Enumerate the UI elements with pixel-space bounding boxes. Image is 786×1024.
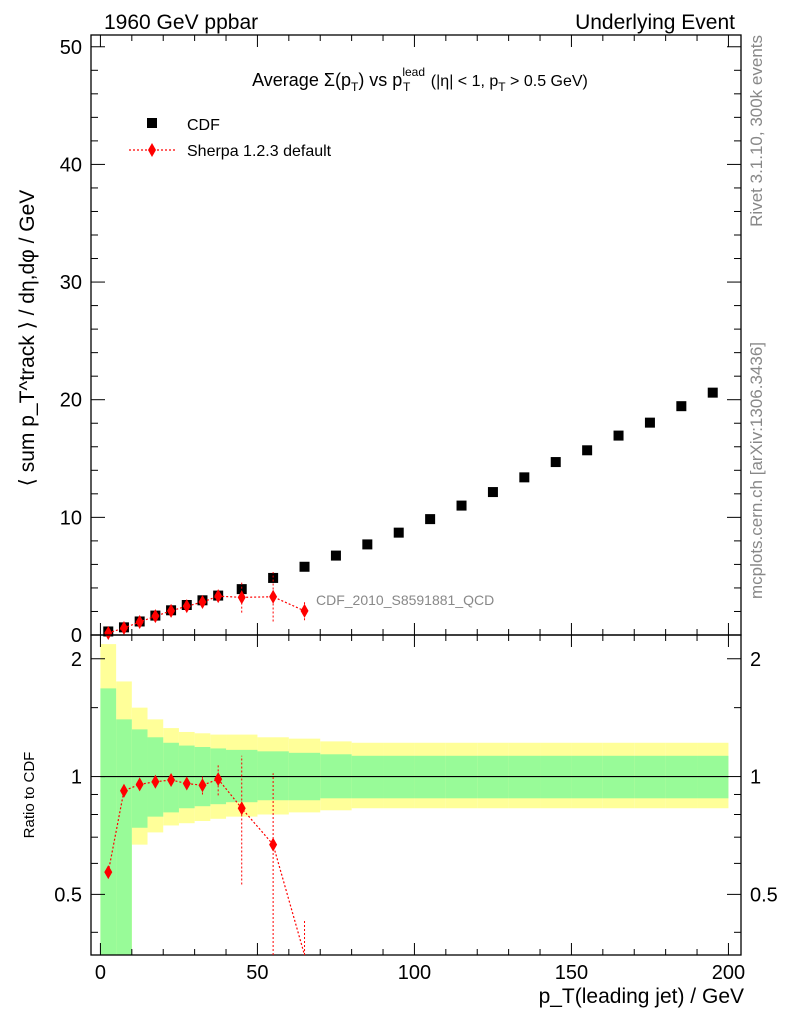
legend: CDF Sherpa 1.2.3 default <box>129 117 332 160</box>
ratio-sherpa-point <box>151 774 160 789</box>
sherpa-point <box>269 589 278 604</box>
x-tick-label: 200 <box>712 962 745 984</box>
rivet-info: Rivet 3.1.10, 300k events <box>747 35 766 227</box>
sherpa-point <box>182 599 191 614</box>
cdf-point <box>550 457 561 468</box>
sherpa-point <box>104 626 113 640</box>
legend-label-sherpa: Sherpa 1.2.3 default <box>187 143 332 160</box>
main-ylabel: ⟨ sum p_T^track ⟩ / dη,dφ / GeV <box>16 190 39 487</box>
x-axis-label: p_T(leading jet) / GeV <box>539 985 744 1008</box>
cdf-point <box>330 550 341 561</box>
ratio-sherpa-point <box>119 783 128 798</box>
ratio-ytick-label: 2 <box>71 649 82 671</box>
header-right: Underlying Event <box>575 11 735 34</box>
ratio-band-inner <box>116 719 132 955</box>
sherpa-point <box>151 609 160 624</box>
legend-marker-sherpa <box>148 143 156 157</box>
main-ytick-label: 50 <box>60 37 82 59</box>
ratio-ytick-label-right: 0.5 <box>750 884 778 906</box>
legend-marker-cdf <box>147 118 157 128</box>
ratio-sherpa-point <box>198 778 207 793</box>
header-left: 1960 GeV ppbar <box>104 11 258 34</box>
cdf-point <box>644 417 655 428</box>
main-ytick-label: 0 <box>71 625 82 647</box>
plot-title: Average Σ(pT) vs plead T (|η| < 1, pT > 0… <box>252 65 588 94</box>
main-plot: 0 10 20 30 40 50 <box>60 34 742 647</box>
ratio-ytick-label-right: 1 <box>750 767 761 789</box>
ratio-sherpa-point <box>214 772 223 787</box>
cdf-point <box>707 387 718 398</box>
ratio-sherpa-point <box>135 777 144 792</box>
cdf-point <box>393 527 404 538</box>
cdf-point <box>236 584 247 595</box>
ratio-ytick-label: 0.5 <box>54 884 82 906</box>
legend-label-cdf: CDF <box>187 117 220 134</box>
mcplots-info: mcplots.cern.ch [arXiv:1306.3436] <box>747 342 766 599</box>
cdf-point <box>299 561 310 572</box>
sherpa-point <box>119 620 128 635</box>
cdf-point <box>519 472 530 483</box>
x-tick-label: 100 <box>398 962 431 984</box>
cdf-point <box>487 487 498 498</box>
cdf-point <box>268 572 279 583</box>
sherpa-point <box>214 589 223 604</box>
main-ytick-label: 30 <box>60 272 82 294</box>
cdf-point <box>362 539 373 550</box>
cdf-point <box>425 514 436 525</box>
sherpa-point <box>300 603 309 618</box>
x-tick-label: 0 <box>95 962 106 984</box>
x-tick-label: 150 <box>555 962 588 984</box>
ratio-sherpa-point <box>104 865 113 880</box>
sherpa-point <box>198 595 207 610</box>
ratio-ytick-label: 1 <box>71 767 82 789</box>
ratio-sherpa-point <box>167 772 176 787</box>
ratio-sherpa-point <box>269 837 278 852</box>
cdf-point <box>456 500 467 511</box>
sherpa-point <box>135 615 144 630</box>
main-ytick-label: 20 <box>60 390 82 412</box>
ratio-ylabel: Ratio to CDF <box>21 752 38 839</box>
cdf-point <box>582 445 593 456</box>
ratio-frame <box>90 634 742 956</box>
sherpa-point <box>167 603 176 618</box>
sherpa-point <box>237 590 246 605</box>
main-ytick-label: 10 <box>60 507 82 529</box>
main-ytick-label: 40 <box>60 154 82 176</box>
ratio-sherpa-point <box>237 801 246 816</box>
cdf-point <box>676 401 687 412</box>
ratio-plot: 0 50 100 150 200 0.5 0.5 1 1 2 2 <box>54 634 778 984</box>
ratio-band-inner <box>257 751 289 801</box>
analysis-label: CDF_2010_S8591881_QCD <box>316 592 494 608</box>
cdf-point <box>613 430 624 441</box>
ratio-band-inner <box>100 688 117 955</box>
ratio-sherpa-line <box>107 778 306 956</box>
ratio-ytick-label-right: 2 <box>750 649 761 671</box>
x-tick-label: 50 <box>246 962 268 984</box>
ratio-sherpa-point <box>182 776 191 791</box>
